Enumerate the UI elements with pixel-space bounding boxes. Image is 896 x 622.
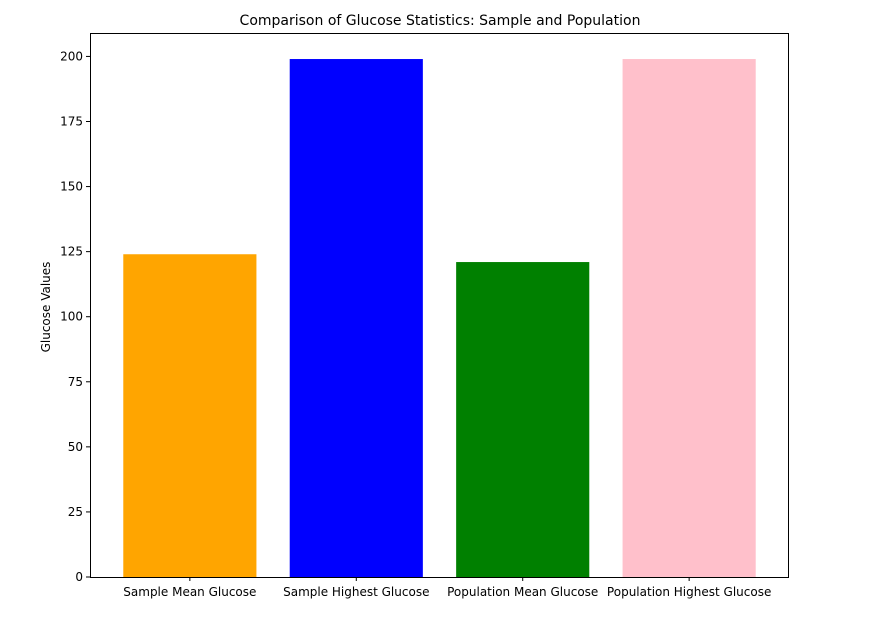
y-tick-label: 125	[60, 245, 83, 259]
y-tick-label: 175	[60, 114, 83, 128]
y-tick-label: 150	[60, 180, 83, 194]
x-tick-label: Sample Highest Glucose	[283, 585, 429, 599]
bar-sample-highest-glucose	[289, 59, 423, 578]
bars-group	[123, 59, 756, 578]
y-tick-label: 50	[68, 440, 83, 454]
x-tick-label: Population Highest Glucose	[607, 585, 771, 599]
y-tick-label: 200	[60, 49, 83, 63]
x-tick-label: Population Mean Glucose	[447, 585, 598, 599]
x-tick-label: Sample Mean Glucose	[123, 585, 256, 599]
bar-sample-mean-glucose	[123, 254, 257, 577]
bar-population-mean-glucose	[456, 262, 590, 577]
y-tick-label: 0	[75, 570, 83, 584]
y-axis-ticks: 0 25 50 75 100 125 150 175 200	[60, 49, 90, 584]
y-tick-label: 25	[68, 505, 83, 519]
x-axis-ticks: Sample Mean Glucose Sample Highest Glucos…	[123, 577, 771, 599]
y-tick-label: 75	[68, 375, 83, 389]
chart-title: Comparison of Glucose Statistics: Sample…	[240, 13, 641, 29]
y-axis-label: Glucose Values	[39, 262, 53, 353]
y-tick-label: 100	[60, 310, 83, 324]
plot-frame	[90, 33, 789, 578]
bar-population-highest-glucose	[622, 59, 756, 578]
